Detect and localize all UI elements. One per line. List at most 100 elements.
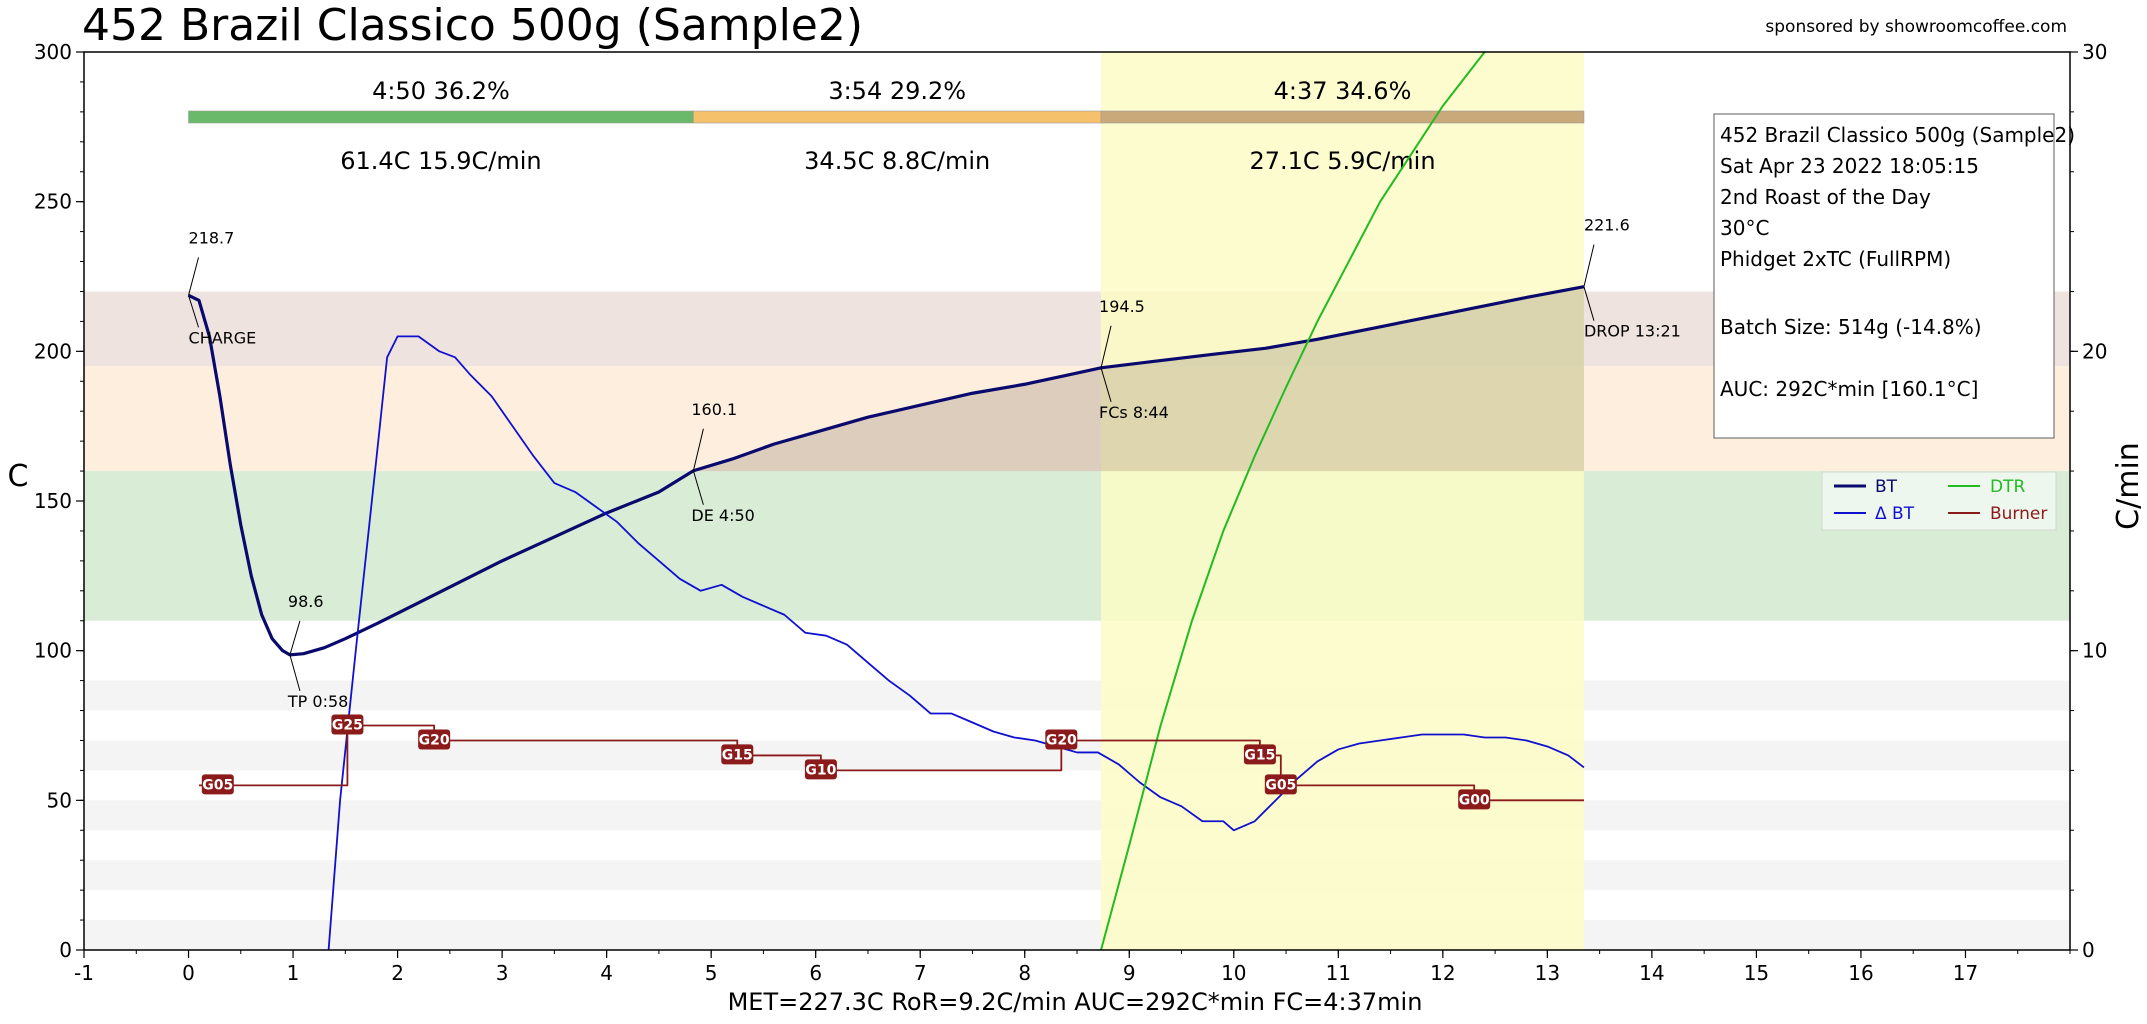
x-tick-label: 12: [1430, 961, 1455, 985]
band-green: [84, 471, 2070, 621]
auc-area: [693, 286, 1584, 472]
x-tick-label: 7: [914, 961, 927, 985]
burner-badge: [331, 714, 364, 735]
phase-stat-label: 27.1C 5.9C/min: [1249, 147, 1435, 175]
info-box-frame: [1713, 113, 2055, 439]
legend-box: [1821, 471, 2057, 531]
event-label: DROP 13:21: [1584, 322, 1681, 341]
x-tick-label: 6: [809, 961, 822, 985]
event-leader: [188, 257, 200, 296]
event-leader: [1583, 244, 1595, 287]
curves-layer: [187, 51, 1585, 951]
x-tick-label: 17: [1953, 961, 1978, 985]
event-label: FCs 8:44: [1099, 403, 1169, 422]
event-leader: [692, 470, 704, 505]
info-line-9: AUC: 292C*min [160.1°C]: [1720, 377, 1978, 401]
y-axis-title: C: [8, 459, 29, 494]
x-tick-label: 3: [496, 961, 509, 985]
event-label: DE 4:50: [691, 506, 754, 525]
phase-time-label: 4:37 34.6%: [1274, 77, 1412, 105]
annotations-layer: 218.7 CHARGE 98.6 TP 0:58 160.1 DE 4:50 194.5 F…: [188, 216, 1681, 810]
event-value: 98.6: [288, 592, 324, 611]
series-line-burner: [198, 724, 1584, 802]
info-line-2: Sat Apr 23 2022 18:05:15: [1720, 154, 1979, 178]
event-leader: [1583, 286, 1595, 321]
phase-bar: 4:50 36.2% 61.4C 15.9C/min 3:54 29.2% 34.5C…: [188, 77, 1585, 175]
x-tick-label: 14: [1639, 961, 1664, 985]
event-leader: [188, 295, 200, 328]
event-label: CHARGE: [189, 328, 257, 347]
x-tick-label: 5: [705, 961, 718, 985]
y2-tick-label: 10: [2082, 639, 2107, 663]
axes-layer: -1 0 1 2 3 4 5 6 7 8 9 10 11 12 13 14 15 16 17050100150200…: [34, 40, 2108, 985]
phase-segment: [693, 110, 1102, 124]
phase-time-label: 3:54 29.2%: [828, 77, 966, 105]
burner-badge-label: G15: [722, 747, 753, 763]
y-tick-label: 100: [34, 639, 72, 663]
burner-badge-label: G10: [805, 762, 836, 778]
x-tick-label: 10: [1221, 961, 1246, 985]
event-leader: [1100, 367, 1112, 402]
burner-badge-label: G15: [1244, 747, 1275, 763]
event-value: 160.1: [691, 400, 737, 419]
burner-badge: [721, 744, 754, 765]
y-tick-label: 200: [34, 339, 72, 363]
event-value: 218.7: [189, 228, 235, 247]
y2-tick-label: 0: [2082, 938, 2095, 962]
burner-badge: [1458, 789, 1491, 810]
legend-label-dbt: Δ BT: [1875, 504, 1915, 524]
x-tick-label: 15: [1744, 961, 1769, 985]
event-leader: [1100, 325, 1112, 368]
grid-stripe: [84, 920, 2070, 950]
x-tick-label: 4: [600, 961, 613, 985]
event-label: TP 0:58: [287, 692, 348, 711]
phase-segment: [188, 110, 694, 124]
event-value: 194.5: [1099, 297, 1145, 316]
event-leader: [692, 428, 704, 471]
info-line-7: Batch Size: 514g (-14.8%): [1720, 315, 1982, 339]
x-tick-label: 16: [1848, 961, 1873, 985]
info-line-1: 452 Brazil Classico 500g (Sample2): [1720, 123, 2075, 147]
sponsor-text: sponsored by showroomcoffee.com: [1765, 17, 2067, 37]
burner-badge-label: G25: [332, 718, 363, 734]
burner-badge: [1243, 744, 1276, 765]
x-tick-label: -1: [74, 961, 94, 985]
x-tick-label: 11: [1326, 961, 1351, 985]
burner-badge: [1264, 774, 1297, 795]
burner-badge: [201, 774, 234, 795]
x-tick-label: 9: [1123, 961, 1136, 985]
series-line-bt: [327, 335, 1585, 951]
y-tick-label: 300: [34, 40, 72, 64]
x-tick-label: 8: [1018, 961, 1031, 985]
grid-stripe: [84, 680, 2070, 711]
burner-badge-label: G05: [202, 777, 233, 793]
event-leader: [289, 654, 301, 691]
legend-label-bt: BT: [1875, 477, 1898, 497]
grid-stripe: [84, 860, 2070, 891]
info-line-5: Phidget 2xTC (FullRPM): [1720, 247, 1951, 271]
event-value: 221.6: [1584, 216, 1630, 235]
legend-label-dtr: DTR: [1990, 477, 2025, 497]
x-tick-label: 0: [182, 961, 195, 985]
y-tick-label: 250: [34, 190, 72, 214]
phase-segment: [1100, 110, 1585, 124]
chart-title: 452 Brazil Classico 500g (Sample2): [82, 0, 863, 51]
roast-info-box: 452 Brazil Classico 500g (Sample2) Sat A…: [1713, 113, 2075, 439]
y-tick-label: 0: [59, 938, 72, 962]
grid-stripe: [84, 800, 2070, 831]
x-tick-label: 13: [1535, 961, 1560, 985]
y-tick-label: 50: [47, 788, 72, 812]
phase-stat-label: 61.4C 15.9C/min: [340, 147, 541, 175]
burner-badge-label: G20: [1046, 732, 1077, 748]
burner-badge-label: G00: [1459, 792, 1490, 808]
burner-badge-label: G20: [419, 732, 450, 748]
y-tick-label: 150: [34, 489, 72, 513]
info-line-4: 30°C: [1720, 216, 1769, 240]
info-line-3: 2nd Roast of the Day: [1720, 185, 1931, 209]
y2-tick-label: 30: [2082, 40, 2107, 64]
x-tick-label: 2: [391, 961, 404, 985]
event-leader: [289, 620, 301, 655]
burner-badge: [1045, 729, 1078, 750]
burner-badge: [804, 759, 837, 780]
